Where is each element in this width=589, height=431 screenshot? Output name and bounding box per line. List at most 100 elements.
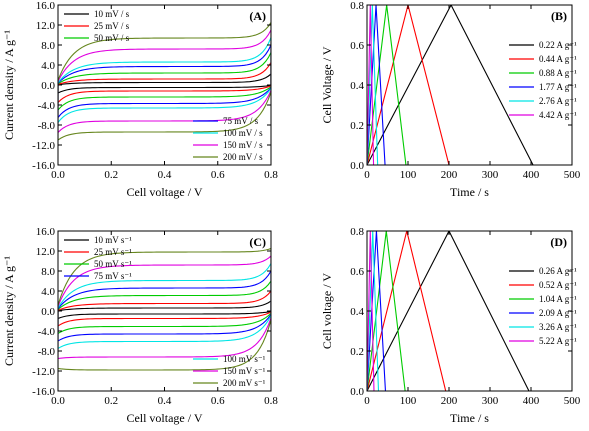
legend-label: 4.42 A g⁻¹: [539, 110, 577, 120]
y-tick-label: 0.6: [350, 266, 364, 278]
series-line: [367, 231, 375, 391]
x-tick-label: 0: [364, 169, 370, 181]
y-axis-label: Cell Voltage / V: [320, 46, 334, 123]
legend-label: 75 mV s⁻¹: [94, 271, 132, 281]
series-line: [367, 231, 386, 391]
x-tick-label: 0.0: [51, 169, 65, 181]
series-line: [367, 231, 406, 391]
y-tick-label: 0.0: [41, 306, 55, 318]
y-tick-label: 4.0: [41, 286, 55, 298]
x-tick-label: 0: [364, 395, 370, 407]
x-tick-label: 0.6: [211, 395, 225, 407]
y-tick-label: -12.0: [32, 140, 55, 152]
series-line: [58, 52, 271, 111]
legend-label: 2.76 A g⁻¹: [539, 96, 577, 106]
legend-label: 10 mV / s: [94, 9, 130, 19]
x-axis-label: Cell voltage / V: [126, 411, 202, 425]
panel-label: (D): [550, 235, 567, 249]
series-line: [367, 5, 450, 165]
x-tick-label: 200: [441, 395, 458, 407]
y-tick-label: 0.2: [350, 346, 364, 358]
x-tick-label: 100: [400, 395, 417, 407]
panel-a: 0.0 0.2 0.4 0.6 0.8 -16.0 -12.0 -8.0 -4.0 0.0 4.0 8…: [2, 0, 278, 199]
legend-label: 3.26 A g⁻¹: [539, 322, 577, 332]
x-tick-label: 500: [564, 169, 581, 181]
series-line: [58, 255, 271, 360]
y-tick-label: -12.0: [32, 366, 55, 378]
y-tick-label: 16.0: [36, 226, 56, 238]
x-tick-label: 0.4: [158, 395, 172, 407]
panel-d: 0 100 200 300 400 500 0.0 0.2 0.4 0.6 0.8 Time / s C…: [320, 226, 581, 425]
y-tick-label: -16.0: [32, 160, 55, 172]
y-tick-label: 0.8: [350, 226, 364, 238]
panel-label: (A): [249, 9, 266, 23]
legend-label: 100 mV s⁻¹: [223, 354, 266, 364]
legend-label: 25 mV / s: [94, 21, 130, 31]
x-tick-label: 400: [523, 395, 540, 407]
y-tick-label: 0.0: [41, 80, 55, 92]
y-tick-label: 0.4: [350, 306, 364, 318]
legend-label: 1.77 A g⁻¹: [539, 82, 577, 92]
y-tick-label: -4.0: [38, 326, 56, 338]
legend-label: 25 mV s⁻¹: [94, 247, 132, 257]
series-line: [58, 262, 271, 350]
series-line: [367, 231, 380, 391]
x-tick-label: 0.2: [104, 169, 118, 181]
y-tick-label: 4.0: [41, 60, 55, 72]
series-line: [367, 231, 447, 391]
x-tick-label: 300: [482, 395, 499, 407]
legend-label: 50 mV / s: [94, 33, 130, 43]
y-axis-label: Current density / A g⁻¹: [2, 256, 16, 366]
y-tick-label: 0.0: [350, 160, 364, 172]
panel-label: (C): [249, 235, 266, 249]
y-tick-label: -8.0: [38, 120, 56, 132]
series-line: [58, 290, 271, 327]
series-line: [367, 231, 530, 391]
x-axis-label: Time / s: [450, 185, 489, 199]
legend-label: 100 mV / s: [223, 128, 263, 138]
series-line: [58, 73, 271, 94]
series-line: [367, 5, 375, 165]
series-group: [367, 5, 534, 165]
series-line: [58, 247, 271, 371]
legend-label: 75 mV / s: [223, 116, 259, 126]
x-tick-label: 400: [523, 169, 540, 181]
y-tick-label: 12.0: [36, 246, 56, 258]
legend-label: 200 mV / s: [223, 152, 263, 162]
x-tick-label: 100: [400, 169, 417, 181]
legend-label: 0.26 A g⁻¹: [539, 266, 577, 276]
legend-label: 2.09 A g⁻¹: [539, 308, 577, 318]
legend-label: 200 mV s⁻¹: [223, 378, 266, 388]
x-tick-label: 0.4: [158, 169, 172, 181]
y-tick-label: 8.0: [41, 40, 55, 52]
y-tick-label: 0.8: [350, 0, 364, 12]
legend-label: 0.22 A g⁻¹: [539, 40, 577, 50]
legend-label: 1.04 A g⁻¹: [539, 294, 577, 304]
series-group: [58, 21, 271, 141]
series-line: [58, 28, 271, 134]
panel-label: (B): [551, 9, 567, 23]
x-tick-label: 500: [564, 395, 581, 407]
legend-label: 150 mV / s: [223, 140, 263, 150]
series-line: [58, 269, 271, 342]
y-tick-label: 8.0: [41, 266, 55, 278]
series-line: [58, 61, 271, 104]
series-line: [58, 280, 271, 335]
panel-c: 0.0 0.2 0.4 0.6 0.8 -16.0 -12.0 -8.0 -4.0 0.0 4.0 8…: [2, 226, 278, 425]
legend-label: 10 mV s⁻¹: [94, 235, 132, 245]
y-tick-label: 0.2: [350, 120, 364, 132]
x-tick-label: 0.0: [51, 395, 65, 407]
y-tick-label: -16.0: [32, 386, 55, 398]
series-line: [367, 5, 386, 165]
y-tick-label: -8.0: [38, 346, 56, 358]
legend-label: 5.22 A g⁻¹: [539, 336, 577, 346]
legend-label: 0.44 A g⁻¹: [539, 54, 577, 64]
series-line: [367, 5, 407, 165]
x-axis-label: Cell voltage / V: [126, 185, 202, 199]
y-tick-label: 12.0: [36, 20, 56, 32]
series-line: [58, 300, 271, 320]
series-group: [367, 231, 530, 391]
legend-label: 0.52 A g⁻¹: [539, 280, 577, 290]
x-tick-label: 0.8: [264, 395, 278, 407]
x-tick-label: 0.2: [104, 395, 118, 407]
